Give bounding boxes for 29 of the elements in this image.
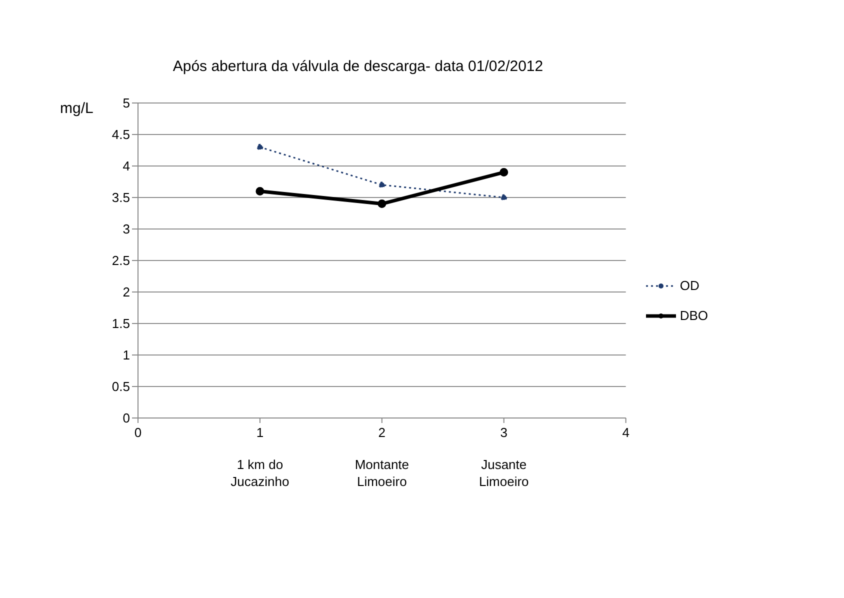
x-tick-label: 3 <box>500 425 508 440</box>
y-tick-label: 3.5 <box>112 190 130 206</box>
y-tick-label: 1 <box>122 348 130 363</box>
y-tick-label: 1.5 <box>112 316 130 332</box>
y-tick-label: 2 <box>122 284 130 300</box>
x-tick-label: 2 <box>378 425 386 440</box>
y-tick-label: 0 <box>122 410 130 426</box>
y-tick-label: 2.5 <box>112 253 130 268</box>
text: Montante Limoeiro <box>354 457 410 489</box>
y-axis-title: mg/L <box>60 100 94 117</box>
point <box>500 194 508 201</box>
point <box>500 168 508 177</box>
y-tick-label: 0.5 <box>112 379 130 394</box>
y-tick-label: 4 <box>122 158 130 174</box>
text: Jusante Limoeiro <box>478 457 529 489</box>
legend-label: DBO <box>680 308 708 323</box>
point <box>256 186 264 196</box>
y-tick-label: 5 <box>122 96 130 111</box>
point <box>378 200 386 208</box>
x-tick-label: 0 <box>134 425 142 440</box>
y-tick-label: 3 <box>122 222 130 237</box>
y-tick-label: 4.5 <box>112 127 130 142</box>
legend-label: OD <box>680 278 700 293</box>
point <box>378 182 386 188</box>
point <box>256 144 264 150</box>
chart-title: Após abertura da válvula de descarga- data 01/02/2012 <box>172 58 544 75</box>
x-tick-label: 4 <box>622 425 630 440</box>
x-tick-label: 1 <box>256 425 264 440</box>
text: 1 km do Jucazinho <box>230 457 290 489</box>
